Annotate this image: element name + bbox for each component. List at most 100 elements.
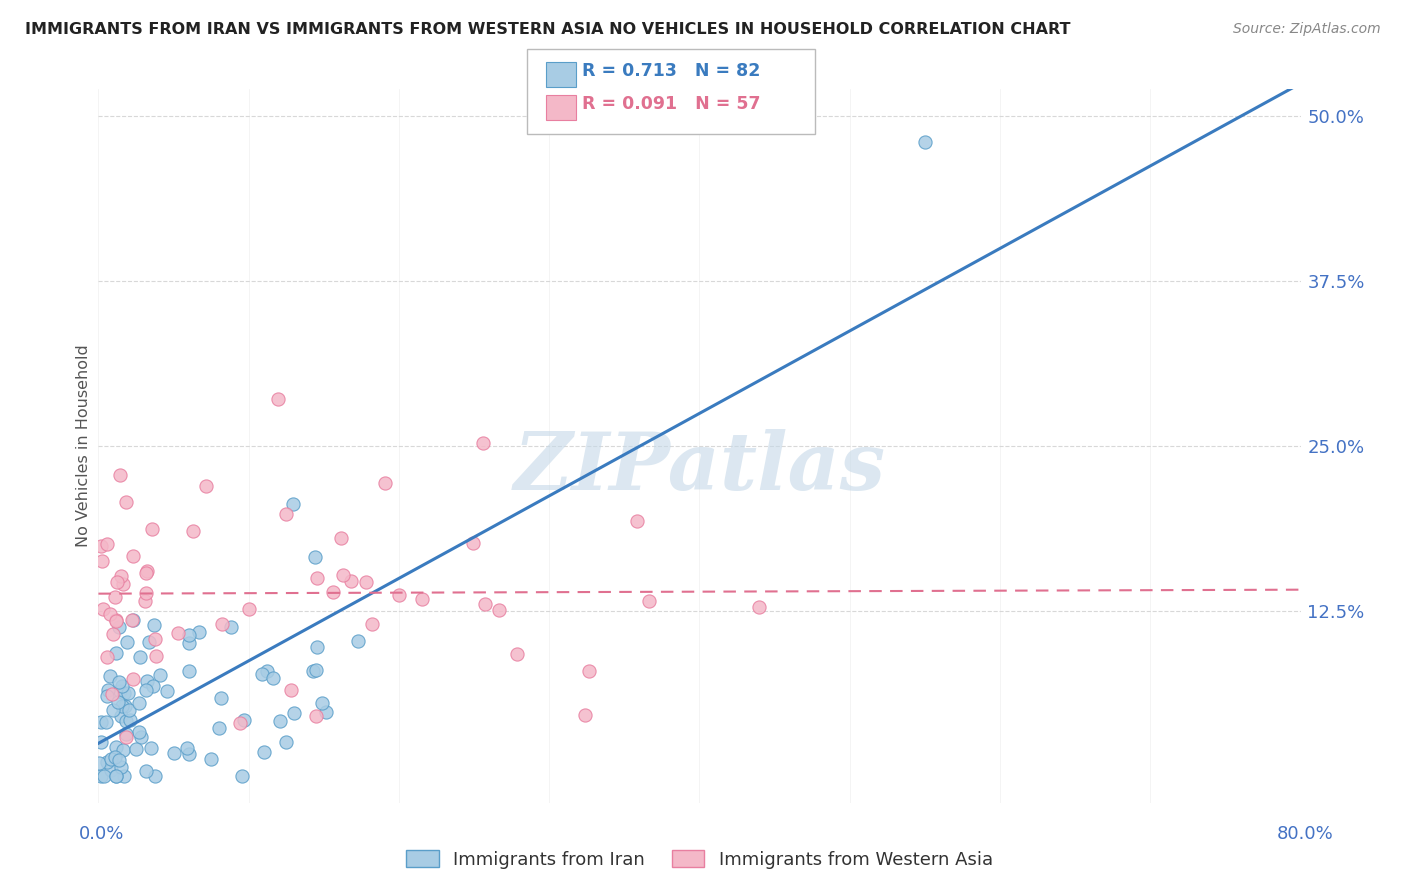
Point xyxy=(98,669,121,683)
Point xyxy=(143,618,166,632)
Point xyxy=(91,554,114,568)
Point xyxy=(488,603,510,617)
Text: 0.0%: 0.0% xyxy=(79,825,124,843)
Point xyxy=(108,467,131,482)
Point xyxy=(138,635,160,649)
Point xyxy=(143,632,166,646)
Point xyxy=(105,575,128,590)
Point xyxy=(89,756,111,771)
Point xyxy=(104,769,127,783)
Point xyxy=(177,628,200,642)
Point xyxy=(304,549,326,564)
Point xyxy=(93,769,115,783)
Point xyxy=(134,594,156,608)
Point xyxy=(100,751,122,765)
Point xyxy=(183,524,205,538)
Point xyxy=(105,646,128,660)
Point xyxy=(411,592,433,607)
Point xyxy=(143,769,166,783)
Point xyxy=(307,571,329,585)
Point xyxy=(110,708,132,723)
Point xyxy=(110,760,132,774)
Point xyxy=(96,537,118,551)
Point xyxy=(121,613,143,627)
Point xyxy=(574,707,596,722)
Point xyxy=(135,682,157,697)
Point xyxy=(90,539,112,553)
Point xyxy=(626,514,648,528)
Point xyxy=(118,703,141,717)
Point xyxy=(111,577,134,591)
Point xyxy=(122,613,145,627)
Point xyxy=(112,769,135,783)
Point xyxy=(219,620,242,634)
Point xyxy=(471,436,494,450)
Point xyxy=(474,597,496,611)
Point xyxy=(120,713,142,727)
Point xyxy=(163,746,186,760)
Point xyxy=(134,566,156,581)
Point xyxy=(96,649,118,664)
Point xyxy=(114,686,136,700)
Point xyxy=(262,671,284,685)
Point xyxy=(107,619,129,633)
Point xyxy=(145,649,167,664)
Point xyxy=(135,564,157,578)
Point xyxy=(111,743,134,757)
Point xyxy=(305,709,328,723)
Point xyxy=(305,664,328,678)
Text: 80.0%: 80.0% xyxy=(1277,825,1333,843)
Point xyxy=(98,607,121,621)
Point xyxy=(302,664,325,678)
Point xyxy=(347,634,370,648)
Point xyxy=(96,689,118,703)
Point xyxy=(111,698,134,713)
Point xyxy=(104,750,127,764)
Point xyxy=(914,135,936,149)
Point xyxy=(208,721,231,735)
Point xyxy=(748,600,770,615)
Point xyxy=(578,664,600,678)
Point xyxy=(388,588,411,602)
Point xyxy=(209,690,232,705)
Point xyxy=(280,682,302,697)
Point xyxy=(149,668,172,682)
Point xyxy=(94,714,117,729)
Point xyxy=(107,695,129,709)
Point xyxy=(104,614,127,628)
Text: R = 0.091   N = 57: R = 0.091 N = 57 xyxy=(582,95,761,113)
Point xyxy=(125,742,148,756)
Point xyxy=(461,536,484,550)
Point xyxy=(128,725,150,739)
Point xyxy=(311,696,333,710)
Point xyxy=(110,679,132,693)
Point xyxy=(281,497,304,511)
Point xyxy=(90,714,112,729)
Text: Source: ZipAtlas.com: Source: ZipAtlas.com xyxy=(1233,22,1381,37)
Point xyxy=(374,475,396,490)
Point xyxy=(108,674,131,689)
Point xyxy=(96,755,118,769)
Point xyxy=(253,745,276,759)
Point xyxy=(115,714,138,728)
Point xyxy=(128,696,150,710)
Legend: Immigrants from Iran, Immigrants from Western Asia: Immigrants from Iran, Immigrants from We… xyxy=(399,843,1000,876)
Point xyxy=(129,649,152,664)
Point xyxy=(104,769,127,783)
Point xyxy=(356,574,378,589)
Point xyxy=(167,625,190,640)
Point xyxy=(156,684,179,698)
Point xyxy=(90,735,112,749)
Point xyxy=(315,706,337,720)
Point xyxy=(250,667,273,681)
Point xyxy=(231,769,253,783)
Point xyxy=(114,699,136,714)
Point xyxy=(121,549,143,564)
Point xyxy=(117,635,139,649)
Point xyxy=(110,569,132,583)
Point xyxy=(129,730,152,744)
Point xyxy=(101,687,124,701)
Text: ZIPatlas: ZIPatlas xyxy=(513,429,886,506)
Point xyxy=(229,715,252,730)
Point xyxy=(104,591,127,605)
